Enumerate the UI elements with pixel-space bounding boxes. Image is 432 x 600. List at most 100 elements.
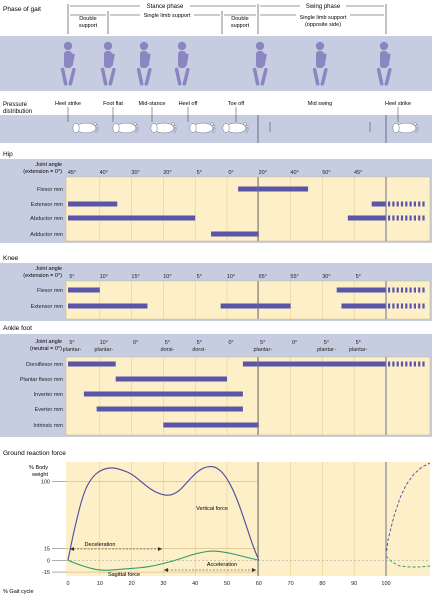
- knee-tick-label: 15°: [131, 274, 139, 280]
- knee-section: Knee Joint angle (extension = 0°) 5° 10° 1…: [0, 255, 432, 321]
- ankle-tick-sublabel: dorsi-: [161, 347, 175, 353]
- double-support-1-b: support: [79, 23, 98, 29]
- knee-tick-label: 10°: [163, 274, 171, 280]
- grf-y-tick: -15: [42, 570, 50, 576]
- ankle-tick-sublabel: plantar-: [349, 347, 368, 353]
- grf-x-tick: 60: [256, 581, 262, 587]
- vertical-force-label: Vertical force: [196, 506, 228, 512]
- grf-title: Ground reaction force: [3, 450, 66, 457]
- knee-activity-dash: [418, 287, 421, 293]
- ankle-muscle-label: Inverter mm: [34, 392, 64, 398]
- hip-tick-label: 40°: [290, 170, 298, 176]
- knee-activity-bar: [220, 303, 291, 309]
- knee-activity-dash: [409, 303, 412, 309]
- single-limb-support-label: Single limb support: [144, 13, 191, 19]
- event-toe-off: Toe off: [228, 101, 245, 107]
- hip-activity-dash: [422, 215, 425, 221]
- ankle-activity-dash: [400, 361, 404, 367]
- ankle-joint-label-b: (neutral = 0°): [30, 346, 62, 352]
- grf-y-label-a: % Body: [29, 465, 48, 471]
- ankle-tick-label: 5°: [356, 340, 361, 346]
- knee-activity-bar: [68, 303, 148, 309]
- hip-activity-dash: [388, 215, 391, 221]
- ankle-activity-bar: [115, 376, 227, 382]
- ankle-activity-bar: [83, 391, 243, 397]
- hip-section: Hip Joint angle (extension = 0°) 45° 40° 3…: [0, 151, 432, 243]
- ankle-tick-label: 0°: [292, 340, 297, 346]
- deceleration-label: Deceleration: [85, 542, 116, 548]
- ankle-activity-bar: [68, 361, 116, 367]
- hip-activity-dash: [396, 201, 399, 207]
- ankle-activity-bar: [163, 422, 259, 428]
- ankle-activity-bar: [96, 406, 243, 412]
- hip-activity-bar: [211, 231, 259, 237]
- knee-activity-dash: [396, 287, 399, 293]
- knee-muscle-label: Extensor mm: [31, 304, 64, 310]
- knee-title: Knee: [3, 255, 19, 262]
- hip-activity-dash: [405, 201, 408, 207]
- knee-activity-dash: [405, 303, 408, 309]
- grf-y-tick: 100: [41, 480, 50, 486]
- grf-x-tick: 90: [351, 581, 357, 587]
- double-support-1-a: Double: [79, 16, 96, 22]
- hip-muscle-label: Flexor mm: [37, 187, 63, 193]
- knee-activity-dash: [409, 287, 412, 293]
- vertical-force-line: [67, 465, 260, 561]
- hip-tick-label: 20°: [163, 170, 171, 176]
- ankle-muscle-label: Plantar flexor mm: [20, 377, 64, 383]
- event-mid-swing: Mid swing: [308, 101, 332, 107]
- hip-activity-dash: [396, 215, 399, 221]
- hip-joint-label-b: (extension = 0°): [23, 169, 62, 175]
- grf-x-tick: 100: [381, 581, 390, 587]
- acceleration-label: Acceleration: [207, 562, 237, 568]
- hip-activity-bar: [371, 201, 386, 207]
- hip-activity-dash: [418, 215, 421, 221]
- knee-activity-dash: [392, 287, 395, 293]
- grf-y-tick: 15: [44, 546, 50, 552]
- double-support-2-a: Double: [231, 16, 248, 22]
- ankle-activity-dash: [422, 361, 425, 367]
- grf-y-tick: 0: [47, 558, 50, 564]
- knee-activity-bar: [336, 287, 386, 293]
- grf-x-tick: 0: [66, 581, 69, 587]
- double-support-2-b: support: [231, 23, 250, 29]
- grf-x-tick: 10: [97, 581, 103, 587]
- ankle-muscle-label: Everter mm: [35, 407, 64, 413]
- knee-joint-label-b: (extension = 0°): [23, 273, 62, 279]
- ankle-tick-label: 5°: [165, 340, 170, 346]
- ankle-tick-sublabel: plantar-: [317, 347, 336, 353]
- pressure-label-a: Pressure: [3, 102, 28, 108]
- hip-activity-dash: [400, 215, 404, 221]
- hip-tick-label: 45°: [68, 170, 76, 176]
- hip-tick-label: 45°: [354, 170, 362, 176]
- ankle-activity-dash: [405, 361, 408, 367]
- grf-x-tick: 20: [129, 581, 135, 587]
- grf-x-tick: 70: [288, 581, 294, 587]
- ankle-activity-dash: [409, 361, 412, 367]
- hip-tick-label: 5°: [197, 170, 202, 176]
- hip-activity-dash: [418, 201, 421, 207]
- ankle-tick-sublabel: plantar-: [253, 347, 272, 353]
- grf-y-label-b: weight: [31, 472, 48, 478]
- pressure-label-b: distribution: [3, 109, 32, 115]
- knee-tick-label: 65°: [259, 274, 267, 280]
- knee-activity-dash: [418, 303, 421, 309]
- ankle-activity-dash: [392, 361, 395, 367]
- hip-tick-label: 30°: [131, 170, 139, 176]
- hip-activity-dash: [392, 215, 395, 221]
- hip-activity-bar: [347, 215, 386, 221]
- ankle-tick-label: 0°: [228, 340, 233, 346]
- hip-activity-dash: [422, 201, 425, 207]
- knee-activity-bar: [341, 303, 386, 309]
- event-heel-off: Heel off: [179, 101, 198, 107]
- knee-muscle-label: Flexor mm: [37, 288, 63, 294]
- hip-tick-label: 50°: [322, 170, 330, 176]
- knee-activity-dash: [388, 303, 391, 309]
- knee-activity-dash: [422, 287, 425, 293]
- hip-activity-dash: [392, 201, 395, 207]
- grf-x-tick: 50: [224, 581, 230, 587]
- sagittal-force-line: [67, 550, 259, 571]
- knee-tick-label: 55°: [290, 274, 298, 280]
- ankle-activity-dash: [413, 361, 416, 367]
